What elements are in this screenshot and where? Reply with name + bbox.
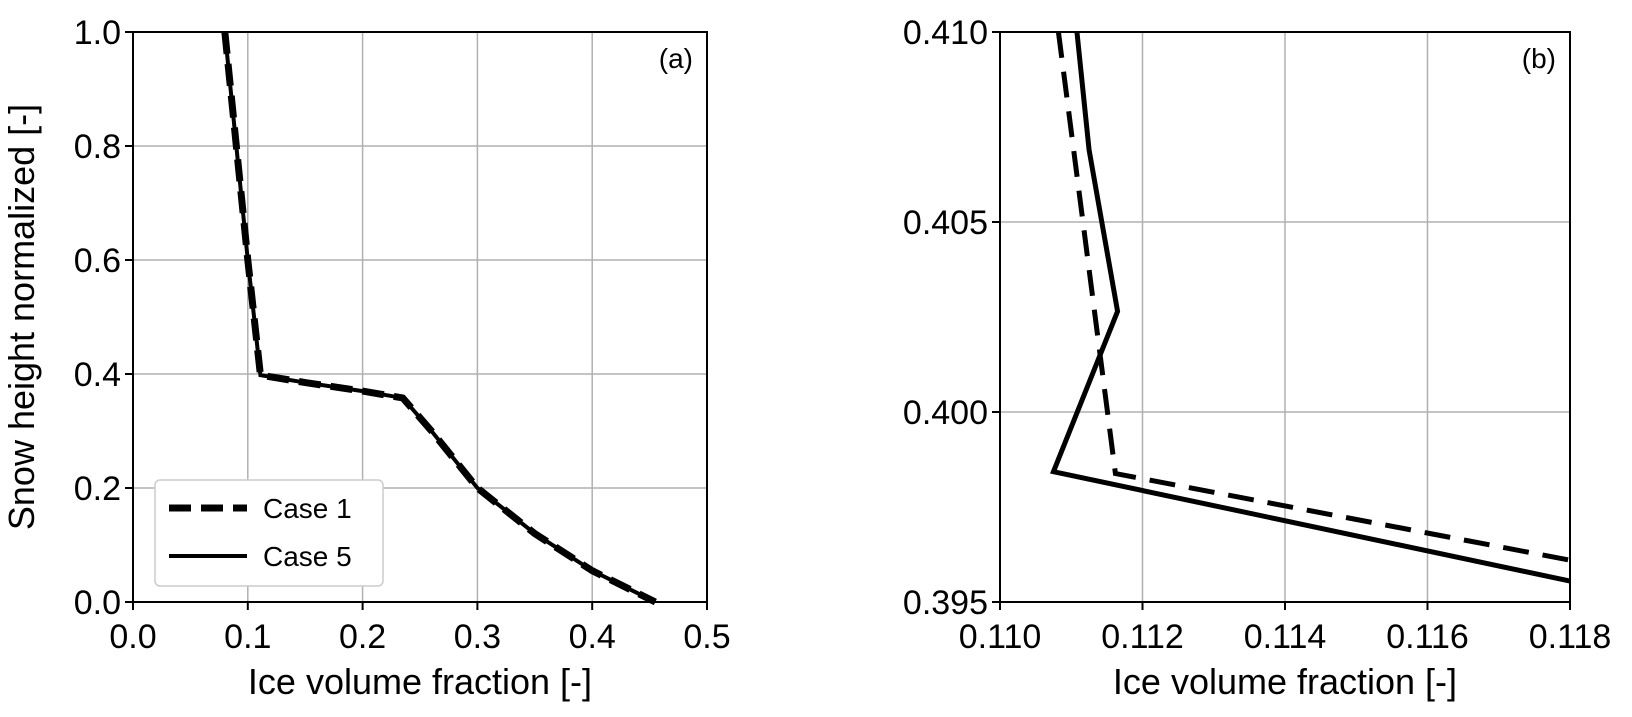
series-line-case-5 (222, 31, 657, 604)
y-tick-label: 0.410 (903, 14, 988, 52)
y-tick-label: 0.4 (74, 356, 121, 394)
legend: Case 1 Case 5 (154, 479, 384, 587)
y-tick-label: 0.395 (903, 584, 988, 622)
x-axis-label: Ice volume fraction [-] (248, 661, 592, 702)
y-tick-label: 0.400 (903, 394, 988, 432)
x-tick-label: 0.110 (959, 618, 1042, 656)
y-tick-label: 0.6 (74, 242, 121, 280)
x-tick-label: 0.116 (1386, 618, 1469, 656)
x-tick-label: 0.118 (1529, 618, 1612, 656)
panel-label: (a) (659, 43, 693, 74)
x-tick-label: 0.112 (1101, 618, 1184, 656)
legend-label: Case 1 (263, 493, 352, 524)
plot-frame (132, 31, 708, 603)
panel-b: 0.110 0.112 0.114 0.116 0.118 0.395 0.400 0.405… (903, 14, 1611, 702)
x-tick-label: 0.5 (683, 618, 730, 656)
y-tick-label: 1.0 (74, 14, 121, 52)
legend-label: Case 5 (263, 541, 352, 572)
x-tick-label: 0.1 (224, 618, 271, 656)
x-tick-label: 0.2 (339, 618, 386, 656)
y-tick-label: 0.8 (74, 128, 121, 166)
y-tick-label: 0.405 (903, 204, 988, 242)
y-axis-label: Snow height normalized [-] (1, 104, 42, 530)
y-tick-label: 0.2 (74, 470, 121, 508)
y-tick-label: 0.0 (74, 584, 121, 622)
series-line-case-1 (1055, 31, 1571, 563)
x-tick-label: 0.114 (1244, 618, 1327, 656)
x-tick-label: 0.3 (454, 618, 501, 656)
panel-label: (b) (1522, 43, 1556, 74)
x-tick-label: 0.0 (109, 618, 156, 656)
x-tick-label: 0.4 (569, 618, 616, 656)
x-axis-label: Ice volume fraction [-] (1113, 661, 1457, 702)
series-line-case-5 (1050, 31, 1571, 584)
panel-a: 0.0 0.1 0.2 0.3 0.4 0.5 0.0 0.2 0.4 0.6 0.8 1.0 Ice … (1, 14, 731, 702)
